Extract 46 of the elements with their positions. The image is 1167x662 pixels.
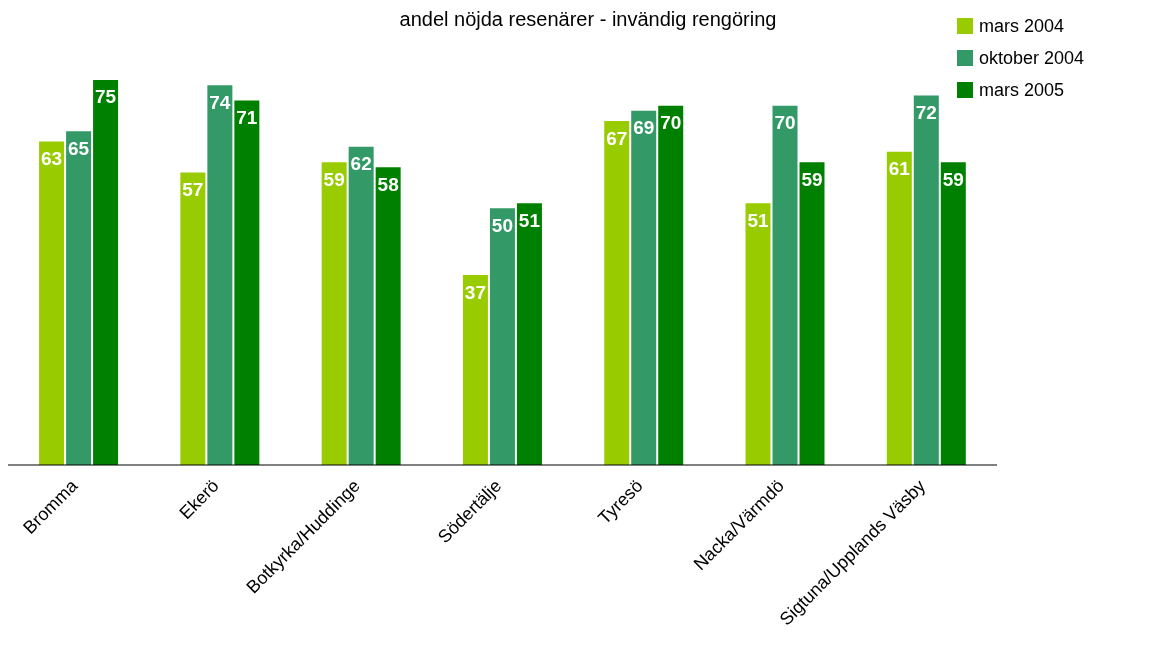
- legend-label: mars 2005: [979, 79, 1065, 101]
- legend-label: mars 2004: [979, 15, 1065, 37]
- data-label: 65: [68, 137, 90, 159]
- bar: [93, 80, 119, 465]
- data-label: 51: [518, 209, 541, 231]
- bar: [348, 146, 374, 465]
- bar: [180, 172, 206, 465]
- bar: [375, 167, 401, 465]
- data-label: 59: [942, 168, 964, 190]
- data-label: 58: [377, 173, 399, 195]
- bar: [631, 110, 657, 465]
- bar: [658, 105, 684, 465]
- data-label: 62: [350, 153, 372, 175]
- data-label: 61: [888, 158, 911, 180]
- bar: [516, 203, 542, 465]
- bar: [66, 131, 92, 465]
- bar: [321, 162, 347, 465]
- data-label: 70: [774, 112, 796, 134]
- bar: [39, 141, 65, 465]
- data-label: 51: [747, 209, 770, 231]
- legend-label: oktober 2004: [979, 47, 1085, 69]
- data-label: 57: [182, 178, 204, 200]
- data-label: 75: [95, 86, 117, 108]
- data-label: 50: [491, 214, 514, 236]
- bar: [745, 203, 771, 465]
- bar: [234, 100, 260, 465]
- data-label: 74: [209, 91, 231, 113]
- data-label: 69: [633, 117, 655, 139]
- bar: [489, 208, 515, 465]
- chart-title: andel nöjda resenärer - invändig rengöring: [399, 8, 777, 30]
- data-label: 37: [464, 281, 487, 303]
- bar: [207, 85, 233, 465]
- data-label: 67: [606, 127, 628, 149]
- data-label: 59: [801, 168, 823, 190]
- bar: [604, 121, 630, 465]
- bar: [772, 105, 798, 465]
- data-label: 72: [915, 101, 937, 123]
- data-label: 63: [41, 148, 63, 170]
- data-label: 59: [323, 168, 345, 190]
- bar: [940, 162, 966, 465]
- bar: [799, 162, 825, 465]
- data-label: 71: [236, 107, 258, 129]
- data-label: 70: [660, 112, 682, 134]
- bar: [913, 95, 939, 465]
- bar: [886, 151, 912, 465]
- bar: [462, 275, 488, 465]
